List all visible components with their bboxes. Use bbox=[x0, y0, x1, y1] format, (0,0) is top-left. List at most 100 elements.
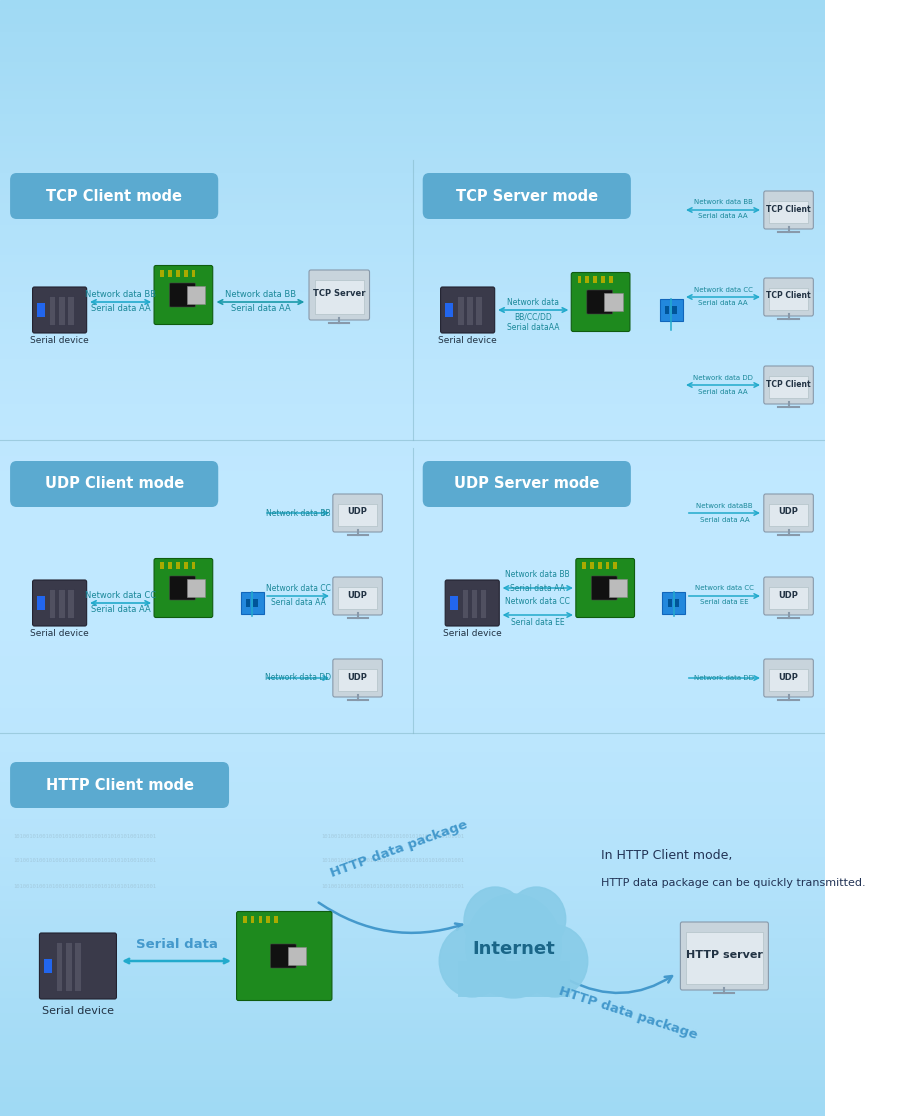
Bar bbox=[0, 729, 825, 737]
Bar bbox=[0, 684, 825, 692]
FancyBboxPatch shape bbox=[572, 272, 630, 331]
Bar bbox=[0, 142, 825, 148]
FancyBboxPatch shape bbox=[446, 580, 500, 626]
Bar bbox=[0, 268, 825, 276]
Text: Network data BB: Network data BB bbox=[506, 570, 570, 579]
Bar bbox=[68, 589, 74, 618]
Text: TCP Client: TCP Client bbox=[766, 291, 811, 300]
Bar bbox=[0, 282, 825, 290]
Bar bbox=[0, 231, 825, 238]
Bar bbox=[0, 30, 825, 37]
Bar bbox=[0, 0, 825, 8]
FancyBboxPatch shape bbox=[10, 461, 218, 507]
Bar bbox=[0, 901, 825, 907]
Bar bbox=[0, 997, 825, 1004]
Bar bbox=[0, 1064, 825, 1071]
Bar bbox=[770, 201, 808, 223]
Bar bbox=[0, 201, 825, 209]
FancyBboxPatch shape bbox=[591, 576, 617, 600]
Text: TCP Client mode: TCP Client mode bbox=[46, 189, 182, 203]
Bar bbox=[251, 915, 255, 923]
Bar bbox=[0, 781, 825, 789]
Text: Network data CC: Network data CC bbox=[266, 584, 330, 593]
Bar bbox=[0, 45, 825, 52]
Bar bbox=[0, 179, 825, 186]
Bar bbox=[0, 506, 825, 513]
Bar bbox=[0, 402, 825, 410]
Bar bbox=[0, 22, 825, 30]
Bar bbox=[0, 818, 825, 826]
Bar bbox=[0, 365, 825, 372]
Bar bbox=[58, 589, 65, 618]
Bar bbox=[0, 796, 825, 804]
Bar bbox=[0, 670, 825, 677]
Bar bbox=[601, 277, 605, 283]
FancyBboxPatch shape bbox=[441, 287, 495, 333]
Bar bbox=[0, 394, 825, 402]
Bar bbox=[246, 599, 250, 607]
Bar bbox=[0, 633, 825, 639]
Bar bbox=[604, 294, 623, 311]
Bar bbox=[0, 543, 825, 550]
FancyBboxPatch shape bbox=[764, 191, 814, 229]
Bar bbox=[0, 737, 825, 744]
Text: Network data CC: Network data CC bbox=[695, 586, 754, 591]
FancyBboxPatch shape bbox=[764, 278, 814, 316]
Bar bbox=[0, 722, 825, 729]
Circle shape bbox=[439, 925, 505, 997]
Bar bbox=[176, 562, 180, 569]
FancyBboxPatch shape bbox=[154, 558, 212, 617]
Text: UDP: UDP bbox=[347, 673, 367, 682]
Bar bbox=[243, 915, 247, 923]
Bar bbox=[668, 599, 672, 607]
FancyBboxPatch shape bbox=[764, 577, 814, 615]
Bar bbox=[0, 446, 825, 454]
Text: UDP: UDP bbox=[347, 590, 367, 599]
Bar bbox=[0, 97, 825, 104]
Bar bbox=[0, 37, 825, 45]
Text: Serial device: Serial device bbox=[438, 336, 497, 345]
FancyBboxPatch shape bbox=[423, 173, 631, 219]
Text: Serial device: Serial device bbox=[42, 1006, 114, 1016]
Text: Network data BB: Network data BB bbox=[85, 290, 156, 299]
Text: In HTTP Client mode,: In HTTP Client mode, bbox=[600, 849, 732, 863]
Bar bbox=[0, 15, 825, 22]
FancyBboxPatch shape bbox=[271, 944, 296, 968]
Text: Serial data: Serial data bbox=[136, 937, 218, 951]
Text: Serial data AA: Serial data AA bbox=[510, 584, 565, 593]
Bar bbox=[0, 811, 825, 818]
Bar bbox=[0, 840, 825, 848]
Bar bbox=[0, 767, 825, 773]
Bar bbox=[288, 947, 306, 965]
Bar bbox=[0, 1094, 825, 1101]
Bar bbox=[0, 528, 825, 536]
Bar bbox=[0, 477, 825, 483]
Bar bbox=[176, 269, 180, 277]
Text: TCP Server mode: TCP Server mode bbox=[455, 189, 598, 203]
Bar bbox=[0, 223, 825, 231]
Bar bbox=[0, 416, 825, 424]
FancyBboxPatch shape bbox=[587, 290, 613, 314]
Text: 10100101001010010101001010010101010100101001: 1010010100101001010100101001010101010010… bbox=[321, 858, 464, 864]
Bar bbox=[0, 469, 825, 477]
Bar bbox=[0, 706, 825, 714]
FancyBboxPatch shape bbox=[169, 283, 195, 307]
Bar bbox=[44, 959, 52, 973]
Bar bbox=[593, 277, 597, 283]
Bar bbox=[338, 587, 377, 609]
Text: 10100101001010010101001010010101010100101001: 1010010100101001010100101001010101010010… bbox=[14, 834, 157, 838]
Bar bbox=[0, 639, 825, 647]
Bar bbox=[0, 1079, 825, 1086]
Bar bbox=[0, 1019, 825, 1027]
Text: Serial device: Serial device bbox=[31, 629, 89, 638]
Bar bbox=[598, 562, 601, 569]
Bar bbox=[0, 148, 825, 156]
Text: Network data BB: Network data BB bbox=[694, 200, 752, 205]
FancyBboxPatch shape bbox=[764, 366, 814, 404]
Bar bbox=[770, 668, 808, 691]
Bar bbox=[0, 75, 825, 81]
Text: UDP Server mode: UDP Server mode bbox=[454, 477, 599, 491]
Bar bbox=[56, 942, 62, 991]
Bar bbox=[192, 562, 195, 569]
Text: Serial data AA: Serial data AA bbox=[698, 388, 748, 394]
